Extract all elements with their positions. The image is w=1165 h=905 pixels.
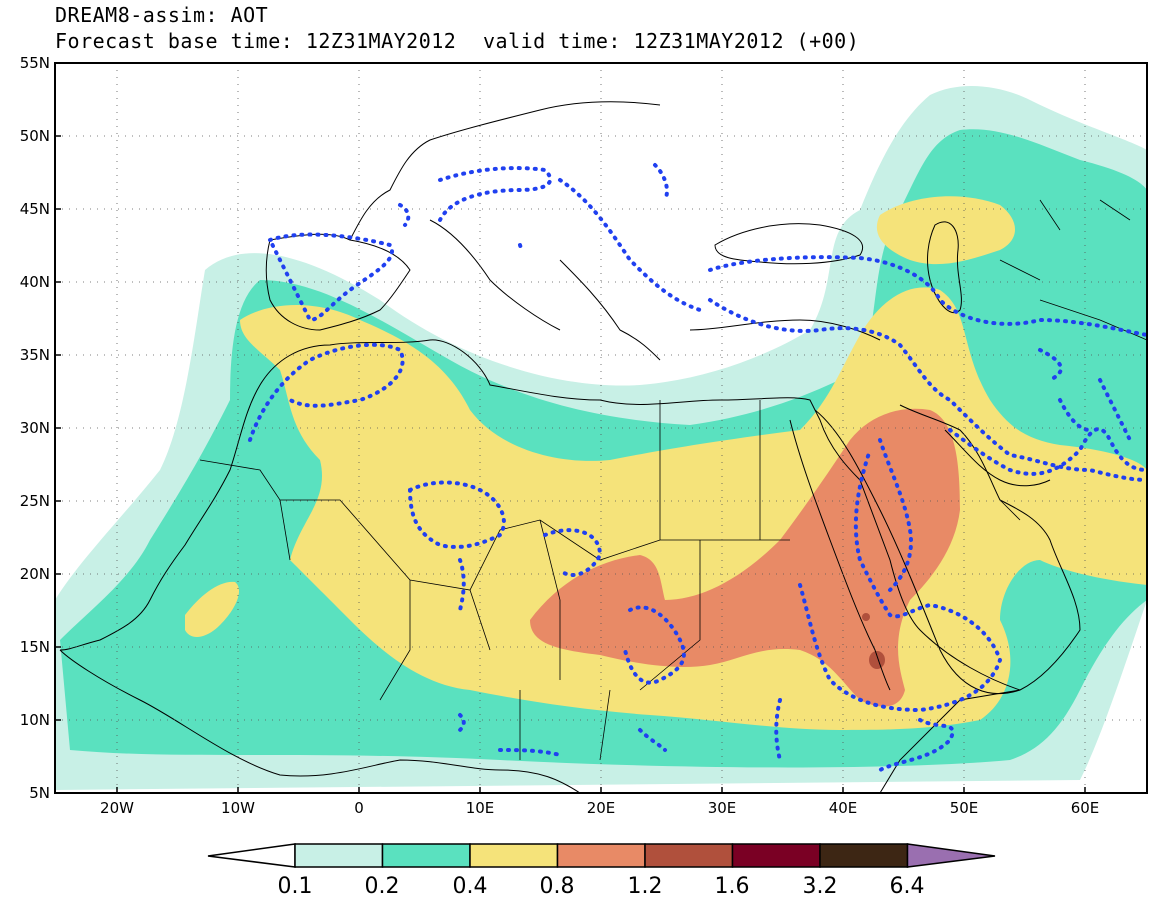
- aot-field-0-4: [240, 287, 1147, 730]
- contour-iran: [1038, 348, 1132, 442]
- contour-sudan: [543, 528, 603, 577]
- colorbar-label: 1.2: [628, 874, 663, 899]
- coastline-caspian: [927, 221, 962, 313]
- gridlines: [55, 63, 1147, 793]
- tick-marks: [55, 62, 1086, 794]
- contour-alps: [438, 166, 553, 222]
- colorbar-bin: [731, 843, 821, 868]
- coastline-africa: [59, 339, 1021, 793]
- contour-atlas: [248, 342, 405, 442]
- contour-sahara-2: [458, 558, 466, 612]
- contour-gulf: [948, 427, 1147, 476]
- lat-label: 15N: [20, 638, 50, 656]
- coastline-persian-gulf: [944, 429, 1051, 487]
- contour-turkey: [708, 255, 1147, 482]
- contour-italy: [398, 163, 669, 254]
- map-title: DREAM8-assim: AOT: [55, 3, 269, 27]
- colorbar-label: 0.8: [540, 874, 575, 899]
- lat-label: 30N: [20, 419, 50, 437]
- colorbar-bin: [819, 843, 909, 868]
- aot-fields: [55, 85, 1147, 790]
- colorbar-label: 1.6: [715, 874, 750, 899]
- coastline-europe: [265, 101, 881, 361]
- valid-time: valid time: 12Z31MAY2012 (+00): [483, 29, 860, 53]
- lat-label: 20N: [20, 565, 50, 583]
- lon-label: 50E: [950, 799, 979, 817]
- dust-contours: [248, 163, 1147, 772]
- colorbar-label: 0.2: [365, 874, 400, 899]
- contour-iberia: [267, 232, 394, 323]
- coastline-red-sea: [789, 419, 891, 691]
- longitude-labels: 20W 10W 0 10E 20E 30E 40E 50E 60E: [100, 799, 1099, 817]
- aot-field-0-8: [530, 408, 960, 707]
- contour-arabia: [878, 438, 913, 592]
- colorbar-bin: [381, 843, 471, 868]
- lat-label: 40N: [20, 273, 50, 291]
- lat-label: 50N: [20, 127, 50, 145]
- colorbar-bin: [469, 843, 559, 868]
- lon-label: 20W: [100, 799, 134, 817]
- contour-red-sea: [798, 448, 1003, 713]
- lat-label: 55N: [20, 54, 50, 72]
- aot-field-0-4-west: [185, 581, 240, 637]
- lat-label: 5N: [29, 784, 50, 802]
- lon-label: 40E: [829, 799, 858, 817]
- coastlines: [59, 101, 1147, 793]
- lon-label: 0: [354, 799, 364, 817]
- colorbar: [207, 843, 996, 868]
- colorbar-label: 3.2: [803, 874, 838, 899]
- colorbar-bin: [294, 843, 384, 868]
- contour-horn: [458, 698, 955, 772]
- time-info: Forecast base time: 12Z31MAY2012 valid ti…: [55, 29, 859, 53]
- lat-label: 35N: [20, 346, 50, 364]
- lon-label: 10W: [221, 799, 255, 817]
- colorbar-label: 0.1: [278, 874, 313, 899]
- latitude-labels: 55N 50N 45N 40N 35N 30N 25N 20N 15N 10N …: [20, 54, 50, 802]
- lat-label: 10N: [20, 711, 50, 729]
- aot-field-1-2: [862, 613, 870, 621]
- country-borders: [199, 199, 1147, 761]
- lon-label: 20E: [587, 799, 616, 817]
- colorbar-label: 6.4: [890, 874, 925, 899]
- contour-sahara-1: [407, 480, 506, 549]
- lat-label: 25N: [20, 492, 50, 510]
- colorbar-bin: [644, 843, 734, 868]
- coastline-arabia: [814, 404, 1081, 695]
- contour-balkans: [558, 178, 702, 312]
- lon-label: 10E: [466, 799, 495, 817]
- colorbar-over-triangle: [906, 843, 996, 868]
- colorbar-labels: 0.1 0.2 0.4 0.8 1.2 1.6 3.2 6.4: [278, 874, 925, 899]
- aot-field-1-2: [869, 651, 885, 669]
- colorbar-bin: [556, 843, 646, 868]
- colorbar-label: 0.4: [453, 874, 488, 899]
- colorbar-under-triangle: [207, 843, 296, 868]
- lon-label: 30E: [708, 799, 737, 817]
- lat-label: 45N: [20, 200, 50, 218]
- lon-label: 60E: [1071, 799, 1100, 817]
- contour-chad: [623, 605, 686, 685]
- base-time: Forecast base time: 12Z31MAY2012: [55, 29, 457, 53]
- aot-field-0-4-caspian: [876, 196, 1015, 265]
